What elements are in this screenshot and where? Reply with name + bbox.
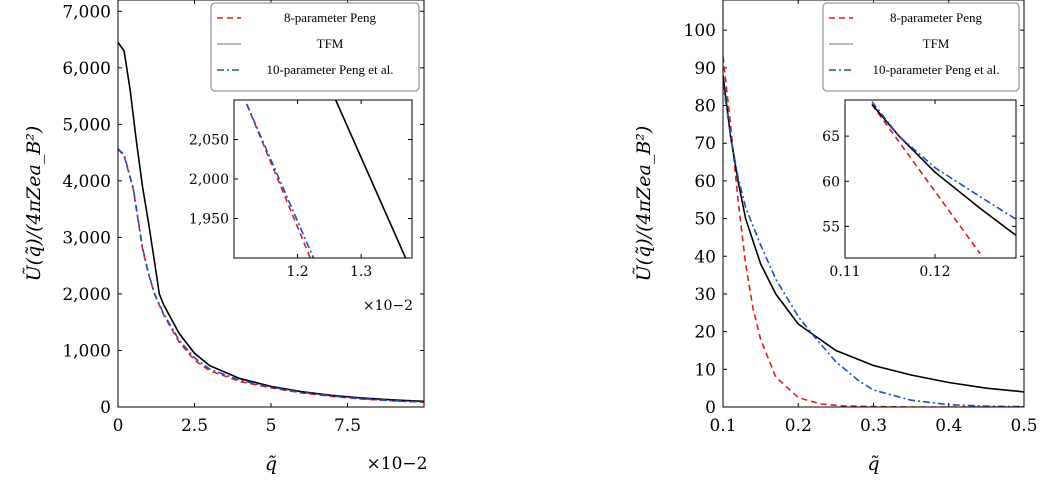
plot-frame — [117, 0, 425, 408]
inset-bg — [845, 100, 1016, 258]
y-tick-label: 4,000 — [62, 172, 111, 192]
y-tick-label: 90 — [694, 59, 716, 79]
legend-box — [210, 2, 420, 92]
y-tick-label: 7,000 — [62, 2, 111, 22]
x-tick-label: 0 — [113, 416, 124, 436]
legend: 8-parameter Peng TFM 10-parameter Peng et … — [822, 2, 1020, 92]
y-tick-label: 5,000 — [62, 115, 111, 135]
y-tick-label: 40 — [694, 247, 716, 267]
y-axis-label: Ũ(q̃)/(4πZea_B²) — [22, 126, 45, 282]
inset-plot: 1,950 2,000 2,050 1.2 1.3 ×10−2 — [189, 99, 413, 314]
x-tick-label: 0.5 — [1010, 416, 1037, 436]
inset-series-line — [245, 103, 312, 258]
chart-panel-1: 0 1,000 2,000 3,000 4,000 5,000 6,000 7,000 0 2.5… — [22, 0, 427, 475]
inset-series-group — [245, 100, 407, 258]
inset-x-tick-label: 0.11 — [829, 264, 860, 280]
y-tick-label: 0 — [100, 398, 111, 418]
x-axis-label: q̃ — [867, 453, 879, 475]
x-tick-label: 0.1 — [709, 416, 736, 436]
x-axis-label: q̃ — [265, 453, 277, 475]
x-multiplier: ×10−2 — [367, 454, 428, 474]
inset-series-line — [871, 104, 981, 254]
y-tick-label: 100 — [684, 21, 716, 41]
inset-y-tick-label: 2,000 — [189, 172, 229, 188]
legend-label: 10-parameter Peng et al. — [266, 62, 393, 77]
series-line — [118, 148, 424, 403]
y-tick-label: 70 — [694, 134, 716, 154]
y-tick-label: 50 — [694, 210, 716, 230]
x-tick-label: 7.5 — [334, 416, 361, 436]
legend: 8-parameter Peng TFM 10-parameter Peng et … — [210, 2, 420, 92]
inset-y-tick-label: 65 — [822, 129, 840, 145]
legend-label: TFM — [317, 36, 344, 51]
inset-series-line — [334, 100, 407, 258]
series-line — [723, 75, 1024, 393]
series-line — [118, 148, 424, 403]
chart-panel-2: 0 10 20 30 40 50 60 70 80 90 100 0.1 0.2 0.3 0.4 0.5 q̃ Ũ… — [632, 0, 1038, 475]
y-tick-label: 2,000 — [62, 285, 111, 305]
y-tick-label: 0 — [705, 398, 716, 418]
legend-label: 10-parameter Peng et al. — [872, 62, 999, 77]
inset-series-group — [871, 101, 1016, 254]
inset-y-tick-label: 1,950 — [189, 212, 229, 228]
inset-x-multiplier: ×10−2 — [363, 298, 413, 314]
legend-label: 8-parameter Peng — [890, 10, 983, 25]
y-axis-label: Ũ(q̃)/(4πZea_B²) — [632, 126, 655, 282]
inset-x-tick-label: 0.12 — [919, 264, 950, 280]
inset-series-line — [871, 101, 1016, 220]
legend-label: TFM — [923, 36, 950, 51]
x-tick-label: 5 — [266, 416, 277, 436]
x-tick-label: 0.4 — [935, 416, 962, 436]
y-tick-label: 20 — [694, 323, 716, 343]
x-tick-label: 0.3 — [860, 416, 887, 436]
legend-box — [822, 2, 1020, 92]
inset-plot: 55 60 65 0.11 0.12 — [822, 99, 1017, 280]
y-tick-label: 10 — [694, 360, 716, 380]
y-tick-label: 3,000 — [62, 228, 111, 248]
inset-x-tick-label: 1.3 — [350, 264, 372, 280]
legend-label: 8-parameter Peng — [284, 10, 377, 25]
y-tick-label: 80 — [694, 97, 716, 117]
plot-frame — [722, 0, 1025, 408]
inset-x-tick-label: 1.2 — [286, 264, 308, 280]
x-tick-label: 2.5 — [181, 416, 208, 436]
inset-bg — [234, 100, 412, 258]
inset-y-tick-label: 2,050 — [189, 133, 229, 149]
inset-series-line — [245, 103, 315, 258]
inset-frame — [844, 99, 1017, 259]
y-tick-label: 6,000 — [62, 59, 111, 79]
series-line — [723, 82, 1024, 407]
inset-y-tick-label: 55 — [822, 219, 840, 235]
y-tick-label: 1,000 — [62, 341, 111, 361]
y-tick-label: 60 — [694, 172, 716, 192]
y-tick-label: 30 — [694, 285, 716, 305]
inset-series-line — [871, 103, 1016, 237]
series-group — [118, 41, 424, 403]
inset-y-tick-label: 60 — [822, 174, 840, 190]
x-tick-label: 0.2 — [785, 416, 812, 436]
